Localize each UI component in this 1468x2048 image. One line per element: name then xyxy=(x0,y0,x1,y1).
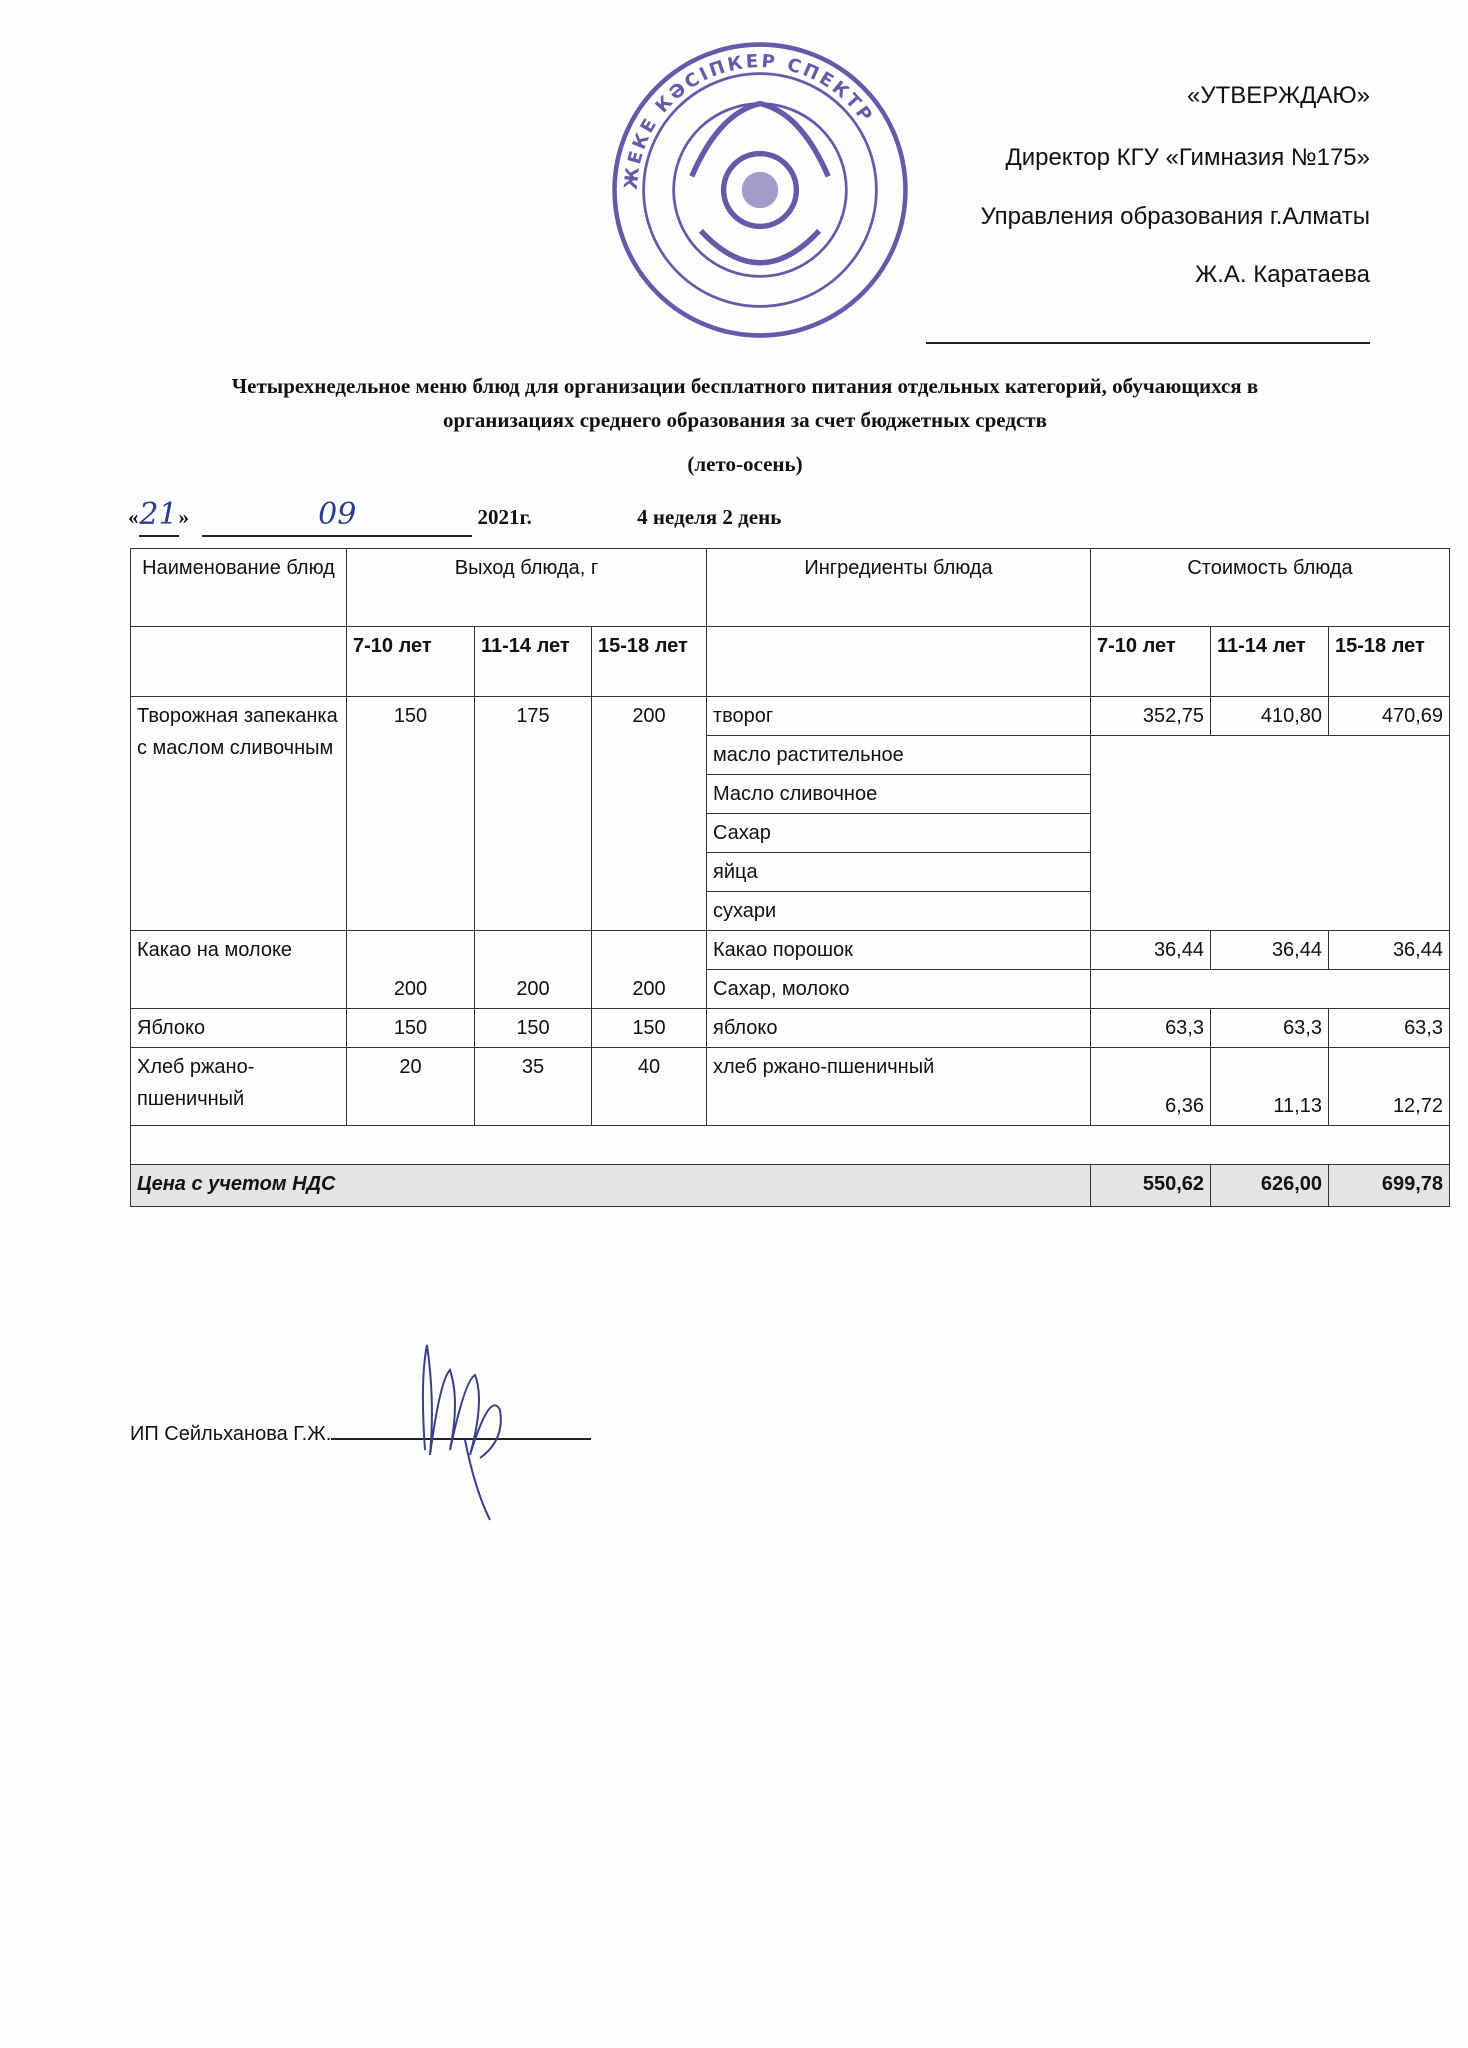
approval-name: Ж.А. Каратаева xyxy=(1195,261,1370,288)
title-line-1: Четырехнедельное меню блюд для организац… xyxy=(231,374,1259,398)
ingredient: масло растительное xyxy=(706,735,1091,775)
ingredient: Сахар, молоко xyxy=(706,969,1091,1009)
ingredient: сухари xyxy=(706,891,1091,931)
total-value: 626,00 xyxy=(1210,1164,1329,1207)
season: (лето-осень) xyxy=(687,452,803,476)
cost: 12,72 xyxy=(1328,1047,1450,1126)
title-block: Четырехнедельное меню блюд для организац… xyxy=(100,369,1390,537)
cost: 470,69 xyxy=(1328,696,1450,736)
ingredient: Какао порошок xyxy=(706,930,1091,970)
cost: 410,80 xyxy=(1210,696,1329,736)
approval-position: Директор КГУ «Гимназия №175» xyxy=(1005,144,1370,171)
approval-signature-line xyxy=(926,342,1370,344)
signature-label: ИП Сейльханова Г.Ж. xyxy=(130,1423,332,1445)
cost: 36,44 xyxy=(1328,930,1450,970)
yield: 20 xyxy=(346,1047,475,1126)
age-header: 15-18 лет xyxy=(591,626,707,697)
table-row: Яблоко 150 150 150 яблоко 63,3 63,3 63,3 xyxy=(130,1008,1450,1048)
date-year: 2021г. xyxy=(477,505,532,529)
ingredient: Сахар xyxy=(706,813,1091,853)
yield: 150 xyxy=(591,1008,707,1048)
week-day: 4 неделя 2 день xyxy=(637,505,782,529)
header-cost: Стоимость блюда xyxy=(1090,548,1450,627)
yield: 40 xyxy=(591,1047,707,1126)
yield: 200 xyxy=(591,696,707,931)
empty-cell xyxy=(1090,735,1450,931)
table-row: Какао на молоке 200 200 200 Какао порошо… xyxy=(130,930,1450,1009)
menu-table: Наименование блюд Выход блюда, г Ингреди… xyxy=(130,548,1450,1207)
title-line-2: организациях среднего образования за сче… xyxy=(443,408,1047,432)
age-header: 11-14 лет xyxy=(474,626,592,697)
total-label: Цена с учетом НДС xyxy=(130,1164,1091,1207)
table-row: яйца xyxy=(131,852,1450,892)
ingredient: хлеб ржано-пшеничный xyxy=(706,1047,1091,1126)
dish-name: Творожная запеканка с маслом сливочным xyxy=(130,696,347,931)
total-value: 550,62 xyxy=(1090,1164,1211,1207)
approval-department: Управления образования г.Алматы xyxy=(980,203,1370,230)
dish-name: Какао на молоке xyxy=(130,930,347,1009)
cost: 63,3 xyxy=(1328,1008,1450,1048)
empty-cell xyxy=(130,626,347,697)
signature-block: ИП Сейльханова Г.Ж. xyxy=(130,1418,592,1446)
total-value: 699,78 xyxy=(1328,1164,1450,1207)
table-row: масло растительное xyxy=(131,735,1450,931)
cost: 11,13 xyxy=(1210,1047,1329,1126)
dish-name: Яблоко xyxy=(130,1008,347,1048)
empty-cell xyxy=(1090,969,1450,1009)
age-header: 7-10 лет xyxy=(346,626,475,697)
yield: 200 xyxy=(591,930,707,1009)
date-month: 09 xyxy=(202,495,473,537)
table-row: сухари xyxy=(131,891,1450,931)
ingredient: творог xyxy=(706,696,1091,736)
signature-line xyxy=(331,1418,592,1440)
empty-cell xyxy=(130,1125,1450,1165)
cost: 63,3 xyxy=(1210,1008,1329,1048)
ingredient: Масло сливочное xyxy=(706,774,1091,814)
date-day: 21 xyxy=(138,495,179,537)
handwritten-signature xyxy=(421,1344,502,1521)
table-row: Сахар xyxy=(131,813,1450,853)
age-header: 15-18 лет xyxy=(1328,626,1450,697)
svg-text:ЖЕКЕ КӘСІПКЕР СПЕКТР: ЖЕКЕ КӘСІПКЕР СПЕКТР xyxy=(621,51,878,190)
cost: 36,44 xyxy=(1090,930,1211,970)
yield: 35 xyxy=(474,1047,592,1126)
age-row: 7-10 лет 11-14 лет 15-18 лет 7-10 лет 11… xyxy=(130,626,1450,697)
approval-heading: «УТВЕРЖДАЮ» xyxy=(1186,82,1370,109)
date-line: «21» 09 2021г. 4 неделя 2 день xyxy=(100,495,1390,537)
yield: 150 xyxy=(346,696,475,931)
cost: 352,75 xyxy=(1090,696,1211,736)
yield: 150 xyxy=(474,1008,592,1048)
official-stamp: ЖЕКЕ КӘСІПКЕР СПЕКТР xyxy=(612,42,908,338)
table-row: Творожная запеканка с маслом сливочным 1… xyxy=(130,696,1450,931)
age-header: 7-10 лет xyxy=(1090,626,1211,697)
empty-cell xyxy=(706,626,1091,697)
total-row: Цена с учетом НДС 550,62 626,00 699,78 xyxy=(130,1164,1450,1207)
yield: 200 xyxy=(474,930,592,1009)
dish-name: Хлеб ржано-пшеничный xyxy=(130,1047,347,1126)
table-row: Хлеб ржано-пшеничный 20 35 40 хлеб ржано… xyxy=(130,1047,1450,1126)
header-ingredients: Ингредиенты блюда xyxy=(706,548,1091,627)
quote: « xyxy=(128,505,139,529)
ingredient: яблоко xyxy=(706,1008,1091,1048)
header-name: Наименование блюд xyxy=(130,548,347,627)
yield: 175 xyxy=(474,696,592,931)
yield: 150 xyxy=(346,1008,475,1048)
header-yield: Выход блюда, г xyxy=(346,548,707,627)
header-row: Наименование блюд Выход блюда, г Ингреди… xyxy=(130,548,1450,627)
document-title: Четырехнедельное меню блюд для организац… xyxy=(100,369,1390,437)
age-header: 11-14 лет xyxy=(1210,626,1329,697)
ingredient: яйца xyxy=(706,852,1091,892)
quote: » xyxy=(178,505,190,529)
empty-row xyxy=(130,1125,1450,1165)
cost: 63,3 xyxy=(1090,1008,1211,1048)
cost: 36,44 xyxy=(1210,930,1329,970)
cost: 6,36 xyxy=(1090,1047,1211,1126)
yield: 200 xyxy=(346,930,475,1009)
table-row: Сахар, молоко xyxy=(131,969,1450,1009)
